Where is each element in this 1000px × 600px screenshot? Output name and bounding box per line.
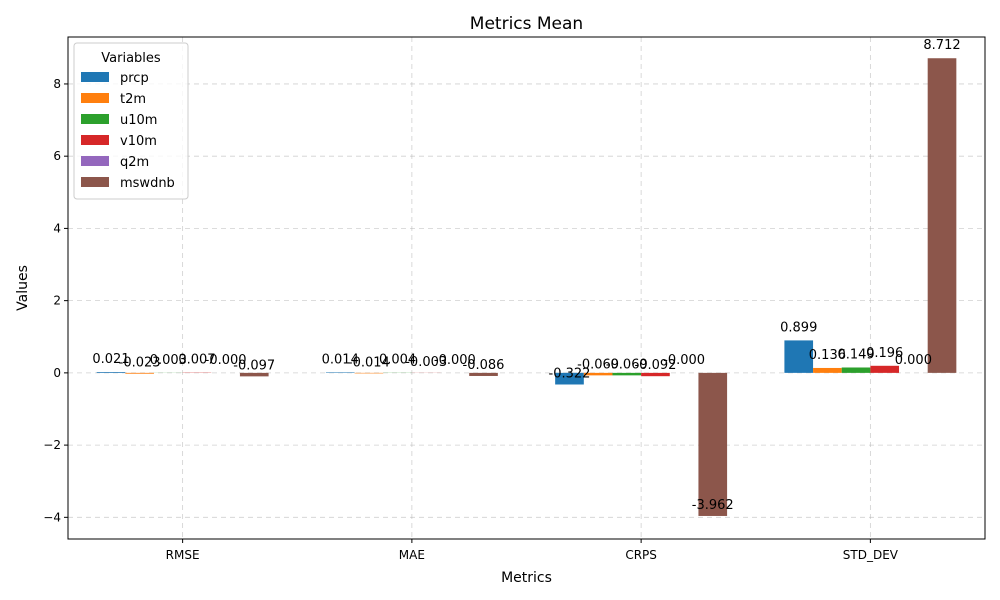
bar-v10m-std_dev	[870, 365, 900, 373]
bar-t2m-mae	[354, 372, 384, 374]
bar-label: -3.962	[692, 498, 734, 513]
y-tick-label: −4	[43, 510, 61, 524]
legend-label-mswdnb: mswdnb	[120, 176, 175, 191]
x-tick-label: RMSE	[166, 548, 200, 562]
axes: −4 −2 0 2 4 6 8 RMSE MAE CRPS STD_DEV	[43, 77, 898, 562]
bar-label: 0.136	[809, 348, 846, 363]
x-tick-label: MAE	[399, 548, 425, 562]
legend-swatch-q2m	[81, 156, 109, 166]
bar-label: -0.023	[119, 356, 161, 371]
legend-items: prcp t2m u10m v10m q2m mswdnb	[81, 71, 175, 191]
y-tick-label: −2	[43, 438, 61, 452]
bar-label: -0.014	[348, 355, 390, 370]
bar-label: 0.899	[780, 320, 817, 335]
bar-prcp-std_dev	[784, 340, 814, 373]
legend-swatch-prcp	[81, 72, 109, 82]
legend-swatch-mswdnb	[81, 177, 109, 187]
bar-label: 0.196	[866, 346, 903, 361]
legend-label-v10m: v10m	[120, 134, 157, 149]
bar-label: -0.322	[549, 366, 591, 381]
legend-label-u10m: u10m	[120, 113, 157, 128]
legend-label-t2m: t2m	[120, 92, 146, 107]
legend: Variables prcp t2m u10m v10m q2m mswdnb	[73, 42, 189, 200]
bar-mswdnb-mae	[469, 372, 498, 376]
bar-label: 8.712	[923, 38, 960, 53]
bar-label: -0.069	[606, 357, 648, 372]
bar-t2m-rmse	[125, 372, 154, 374]
legend-swatch-t2m	[81, 93, 109, 103]
bar-label: 0.021	[92, 352, 129, 367]
y-tick-label: 8	[53, 77, 61, 91]
bar-t2m-std_dev	[813, 367, 842, 373]
y-tick-label: 6	[53, 149, 61, 163]
bar-u10m-std_dev	[841, 367, 871, 373]
bar-label: -0.092	[634, 358, 676, 373]
bar-label: -0.000	[663, 353, 705, 368]
bar-label: 0.004	[379, 353, 416, 368]
bar-label: -0.000	[205, 353, 247, 368]
bar-prcp-mae	[325, 372, 355, 373]
bar-labels: 0.021 0.014 -0.322 0.899 -0.023 -0.014 -0.069 0…	[92, 38, 960, 513]
bar-prcp-rmse	[96, 372, 126, 373]
chart-title: Metrics Mean	[470, 14, 583, 34]
plot-frame	[67, 36, 986, 540]
bar-label: 0.003	[150, 353, 187, 368]
bar-label: -0.003	[405, 355, 447, 370]
bar-label: 0.000	[895, 353, 932, 368]
y-axis-title: Values	[15, 265, 31, 311]
bar-label: -0.086	[463, 358, 505, 373]
bar-mswdnb-rmse	[239, 372, 269, 377]
bar-prcp-crps	[555, 372, 584, 385]
legend-title: Variables	[101, 51, 161, 66]
bars	[96, 58, 957, 516]
bar-label: -0.097	[233, 358, 275, 373]
bar-label: 0.007	[178, 353, 215, 368]
legend-label-q2m: q2m	[120, 155, 149, 170]
y-tick-label: 0	[53, 366, 61, 380]
y-tick-label: 4	[53, 221, 61, 235]
legend-swatch-v10m	[81, 135, 109, 145]
bar-u10m-crps	[612, 372, 642, 376]
bar-label: 0.149	[837, 347, 874, 362]
bar-label: 0.014	[322, 352, 359, 367]
grid	[68, 37, 985, 539]
bar-mswdnb-crps	[698, 372, 728, 516]
legend-label-prcp: prcp	[120, 71, 149, 86]
bar-label: -0.069	[577, 357, 619, 372]
x-axis-title: Metrics	[501, 570, 552, 586]
y-tick-label: 2	[53, 294, 61, 308]
bar-t2m-crps	[583, 372, 613, 376]
bar-mswdnb-std_dev	[927, 58, 957, 373]
x-tick-label: CRPS	[625, 548, 657, 562]
bar-v10m-crps	[641, 372, 670, 377]
legend-swatch-u10m	[81, 114, 109, 124]
x-tick-label: STD_DEV	[843, 548, 899, 562]
bar-label: -0.000	[434, 353, 476, 368]
